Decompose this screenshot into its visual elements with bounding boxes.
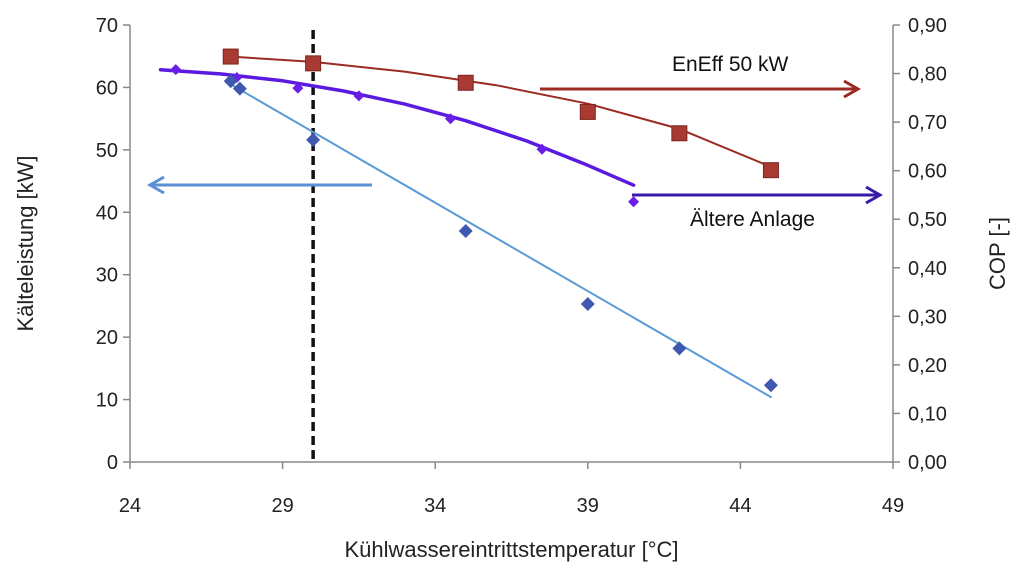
data-point: [223, 74, 238, 89]
data-point: [444, 113, 456, 125]
data-point: [232, 81, 247, 96]
y-left-tick-label: 10: [96, 390, 118, 412]
data-point: [306, 132, 321, 147]
data-point: [672, 341, 687, 356]
data-point: [222, 48, 239, 65]
data-point: [763, 378, 778, 393]
altere-label: Ältere Anlage: [690, 208, 815, 231]
data-point: [305, 55, 322, 72]
y-right-tick-label: 0,50: [908, 209, 947, 231]
y-right-tick-label: 0,20: [908, 355, 947, 377]
y-left-tick-label: 40: [96, 202, 118, 224]
data-point: [292, 82, 304, 94]
axes-group: 0 10 20 30 40 50 60 70 0,00 0,10 0,20 0,30 0,40 0,50 0…: [13, 15, 1010, 562]
x-tick-label: 24: [119, 495, 141, 517]
eneff-label: EnEff 50 kW: [672, 53, 789, 76]
data-point: [170, 64, 182, 76]
data-point: [457, 74, 474, 91]
y-right-tick-label: 0,00: [908, 452, 947, 474]
trend-line: [158, 67, 636, 187]
data-point: [536, 143, 548, 155]
y-right-tick-label: 0,60: [908, 161, 947, 183]
y-left-tick-label: 50: [96, 140, 118, 162]
data-point: [762, 162, 779, 179]
y-left-tick-label: 70: [96, 15, 118, 37]
annotations-group: EnEff 50 kW Ältere Anlage: [146, 53, 884, 231]
x-tick-label: 39: [577, 495, 599, 517]
y-right-tick-label: 0,30: [908, 306, 947, 328]
y-left-axis-label: Kälteleistung [kW]: [13, 155, 38, 331]
x-tick-label: 29: [271, 495, 293, 517]
data-point: [580, 297, 595, 312]
x-tick-label: 49: [882, 495, 904, 517]
series-group: [158, 48, 779, 399]
y-right-tick-label: 0,10: [908, 403, 947, 425]
x-tick-label: 34: [424, 495, 446, 517]
y-right-tick-label: 0,40: [908, 258, 947, 280]
data-point: [671, 125, 688, 142]
y-right-tick-label: 0,80: [908, 64, 947, 86]
y-left-tick-label: 30: [96, 265, 118, 287]
kaelte-arrow-head: [146, 175, 165, 195]
data-point: [579, 103, 596, 120]
data-point: [458, 224, 473, 239]
y-right-tick-label: 0,70: [908, 112, 947, 134]
altere-arrow-head: [865, 185, 884, 205]
eneff-arrow-head: [843, 79, 862, 99]
y-right-axis-label: COP [-]: [985, 217, 1010, 290]
x-axis-label: Kühlwassereintrittstemperatur [°C]: [344, 537, 678, 562]
y-left-tick-label: 60: [96, 77, 118, 99]
x-tick-label: 44: [729, 495, 751, 517]
data-point: [628, 196, 640, 208]
y-left-tick-label: 0: [107, 452, 118, 474]
y-left-tick-label: 20: [96, 327, 118, 349]
data-point: [353, 90, 365, 102]
y-right-tick-label: 0,90: [908, 15, 947, 37]
